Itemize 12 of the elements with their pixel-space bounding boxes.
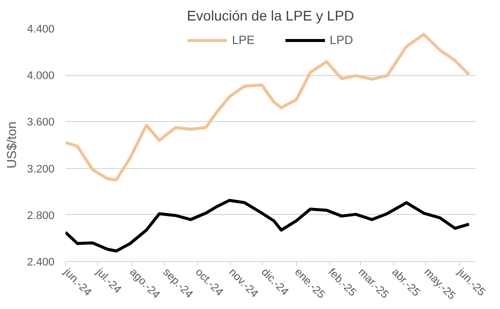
- y-tick-label: 3.200: [26, 163, 55, 176]
- line-series: [66, 198, 471, 253]
- y-axis-title: US$/ton: [4, 122, 19, 168]
- y-tick-label: 3.600: [26, 116, 55, 129]
- y-tick-label: 4.000: [26, 70, 55, 82]
- y-tick-label: 2.400: [26, 256, 55, 268]
- legend-label: LPD: [330, 33, 354, 47]
- legend-label: LPE: [232, 33, 255, 47]
- y-tick-label: 4.400: [26, 24, 55, 36]
- line-series: [66, 32, 471, 182]
- chart-title: Evolución de la LPE y LPD: [186, 8, 354, 24]
- y-tick-label: 2.800: [26, 210, 55, 222]
